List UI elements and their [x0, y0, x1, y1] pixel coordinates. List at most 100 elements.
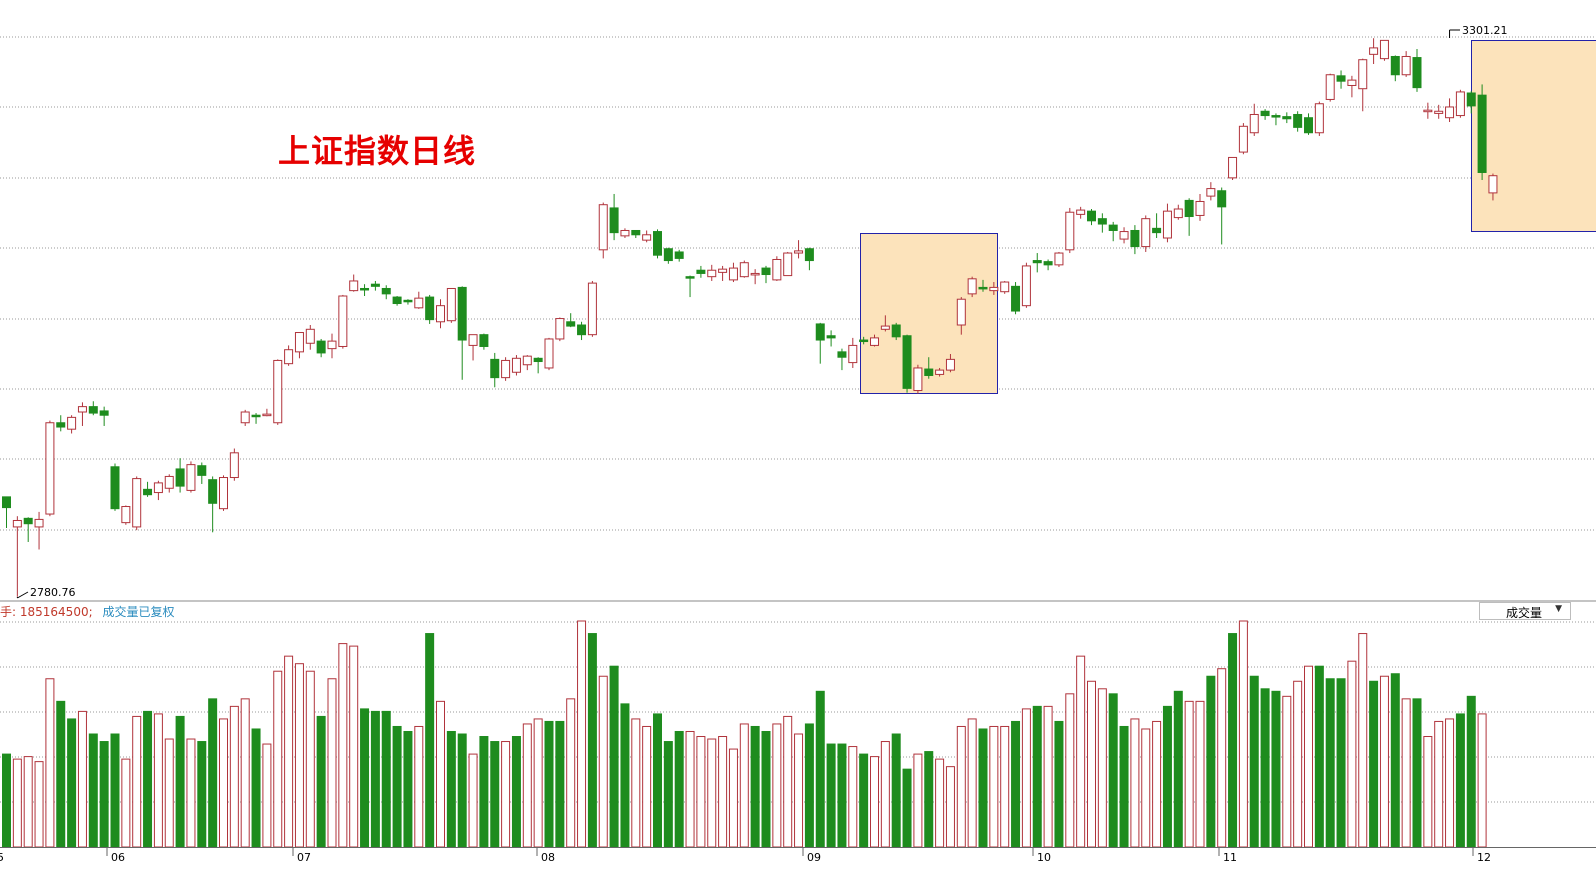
candle: [208, 476, 218, 533]
candle: [1401, 51, 1411, 77]
volume-bar: [403, 730, 413, 848]
volume-bar: [577, 620, 587, 848]
volume-bar: [1032, 705, 1042, 848]
candle-body: [555, 318, 565, 340]
candle-body: [1021, 265, 1031, 307]
candle-body: [1488, 175, 1498, 194]
candle-body: [1314, 103, 1324, 134]
candle: [1390, 55, 1400, 82]
candle: [1130, 225, 1140, 255]
candle: [609, 193, 619, 241]
volume-bar: [1054, 720, 1064, 848]
candle-body: [1130, 229, 1140, 248]
candle: [273, 359, 283, 425]
candle: [1314, 101, 1324, 136]
price-annotations: 3301.21 2780.76: [16, 24, 1508, 599]
volume-bar: [327, 678, 337, 848]
candle: [1228, 156, 1238, 181]
volume-series: [2, 620, 1487, 848]
candle: [425, 294, 435, 324]
candle: [251, 413, 261, 424]
candle: [783, 251, 793, 277]
candle: [1271, 113, 1281, 126]
candle-body: [501, 359, 511, 379]
volume-bar: [555, 720, 565, 848]
volume-bar: [45, 678, 55, 848]
candle: [935, 367, 945, 377]
candle-body: [12, 519, 22, 528]
candle-body: [761, 267, 771, 276]
candle-body: [1466, 92, 1476, 107]
candle-body: [175, 468, 185, 487]
candle: [1238, 123, 1248, 155]
candle: [1249, 103, 1259, 136]
candle-body: [859, 339, 869, 343]
volume-bar: [1466, 695, 1476, 848]
volume-bar: [1195, 700, 1205, 848]
volume-bar: [219, 718, 228, 848]
candle: [794, 240, 804, 259]
candle: [143, 481, 153, 497]
candle-body: [392, 296, 402, 305]
candle-body: [880, 325, 890, 330]
volume-bar: [1445, 718, 1455, 848]
x-tick-label: 08: [541, 851, 555, 864]
volume-bar: [414, 725, 424, 848]
candle: [294, 332, 304, 359]
candle: [175, 458, 185, 493]
candle-body: [891, 324, 901, 338]
candle: [544, 337, 554, 371]
volume-bar: [598, 675, 608, 848]
volume-bar: [349, 645, 359, 848]
candle: [186, 461, 196, 493]
x-tick-label: 10: [1037, 851, 1051, 864]
volume-bar: [642, 725, 652, 848]
candle: [750, 269, 760, 285]
candle: [2, 496, 11, 529]
x-axis: 5 06 07 08 09 10 11 12: [0, 847, 1596, 864]
candle: [436, 299, 445, 329]
triangle-down-icon: ▼: [1555, 604, 1562, 614]
candle-body: [468, 334, 478, 346]
volume-indicator-dropdown[interactable]: 成交量 ▼: [1479, 602, 1571, 620]
candle: [360, 284, 370, 297]
volume-mode-label: 成交量已复权: [102, 605, 175, 619]
candle-body: [837, 351, 847, 358]
candle-body: [522, 355, 532, 366]
candle: [403, 299, 413, 305]
candle: [761, 265, 771, 284]
candle-body: [1076, 209, 1086, 215]
volume-bar: [891, 733, 901, 848]
candle: [110, 463, 120, 511]
candle: [642, 230, 652, 243]
candle: [23, 517, 33, 542]
candle-body: [1249, 113, 1259, 134]
candle-body: [349, 280, 359, 292]
candle-body: [121, 506, 131, 524]
candle: [804, 247, 814, 271]
candle-body: [577, 324, 587, 336]
volume-bar: [1423, 736, 1433, 848]
volume-bar: [566, 698, 576, 848]
volume-bar: [1477, 713, 1487, 848]
candle-body: [2, 496, 11, 509]
volume-bar: [1228, 633, 1238, 848]
volume-bar: [1162, 705, 1172, 848]
candle-body: [794, 250, 804, 254]
volume-bar: [750, 725, 760, 848]
candle: [284, 345, 294, 366]
candle: [327, 333, 337, 359]
volume-bar: [544, 720, 554, 848]
volume-bar: [674, 730, 684, 848]
volume-indicator-label: 手: 185164500; 成交量已复权: [0, 603, 174, 620]
candle: [1206, 182, 1216, 201]
candle-body: [403, 299, 413, 303]
candle-body: [989, 286, 999, 292]
candle-body: [425, 296, 435, 321]
volume-bar: [1206, 675, 1216, 848]
candle: [34, 511, 44, 550]
candle: [739, 260, 749, 278]
candle-body: [360, 287, 370, 291]
highlight-boxes: [860, 40, 1596, 394]
candle: [1379, 39, 1389, 61]
